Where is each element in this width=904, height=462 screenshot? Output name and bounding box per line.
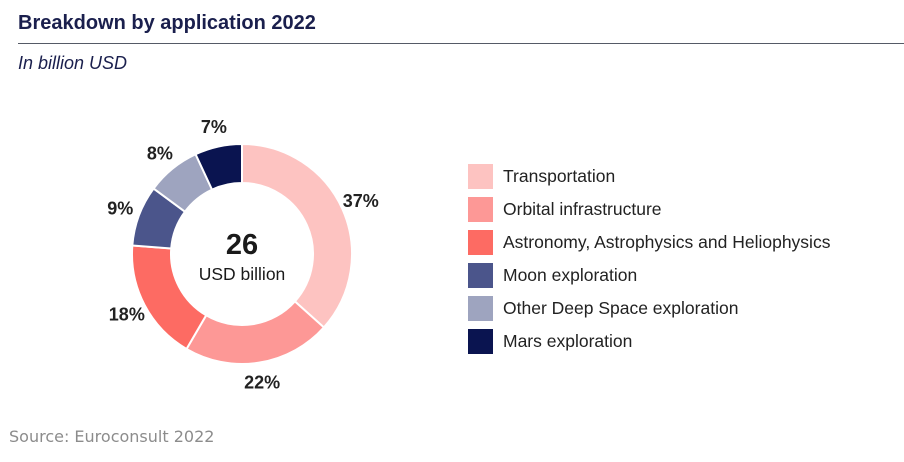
- chart-title: Breakdown by application 2022: [18, 12, 316, 34]
- chart-subtitle: In billion USD: [18, 53, 128, 73]
- legend-swatch: [468, 197, 493, 222]
- slice-mars-exploration: [194, 142, 243, 191]
- legend-label: Other Deep Space exploration: [503, 298, 739, 318]
- center-total-value: 26: [226, 229, 258, 261]
- slice-orbital-infrastructure: [185, 299, 326, 365]
- legend-item-transportation: Transportation: [468, 160, 898, 193]
- slice-transportation: [241, 142, 353, 329]
- legend-item-moon-exploration: Moon exploration: [468, 259, 898, 292]
- chart-legend: Transportation Orbital infrastructure Astr…: [468, 160, 898, 358]
- percent-label-moon-exploration: 9%: [107, 198, 133, 218]
- legend-item-orbital-infrastructure: Orbital infrastructure: [468, 193, 898, 226]
- legend-item-mars-exploration: Mars exploration: [468, 325, 898, 358]
- legend-label: Transportation: [503, 166, 616, 186]
- legend-swatch: [468, 230, 493, 255]
- center-total-label: USD billion: [199, 264, 286, 284]
- legend-label: Moon exploration: [503, 265, 638, 285]
- legend-label: Orbital infrastructure: [503, 199, 662, 219]
- percent-label-transportation: 37%: [343, 191, 379, 211]
- legend-item-other-deep-space-exploration: Other Deep Space exploration: [468, 292, 898, 325]
- legend-label: Astronomy, Astrophysics and Heliophysics: [503, 232, 831, 252]
- percent-label-mars-exploration: 7%: [201, 117, 227, 137]
- legend-swatch: [468, 263, 493, 288]
- slice-astronomy-astrophysics-and-heliophysics: [131, 244, 208, 351]
- title-divider: [18, 43, 904, 44]
- percent-labels: 37% 22% 18% 9% 8% 7%: [107, 117, 379, 392]
- donut-slices: [131, 142, 353, 365]
- legend-label: Mars exploration: [503, 331, 633, 351]
- legend-item-astronomy-astrophysics-and-heliophysics: Astronomy, Astrophysics and Heliophysics: [468, 226, 898, 259]
- legend-swatch: [468, 329, 493, 354]
- legend-swatch: [468, 164, 493, 189]
- percent-label-other-deep-space-exploration: 8%: [147, 143, 173, 163]
- percent-label-orbital-infrastructure: 22%: [244, 372, 280, 392]
- percent-label-astronomy-astrophysics-and-heliophysics: 18%: [109, 304, 145, 324]
- legend-swatch: [468, 296, 493, 321]
- source-note: Source: Euroconsult 2022: [9, 427, 215, 446]
